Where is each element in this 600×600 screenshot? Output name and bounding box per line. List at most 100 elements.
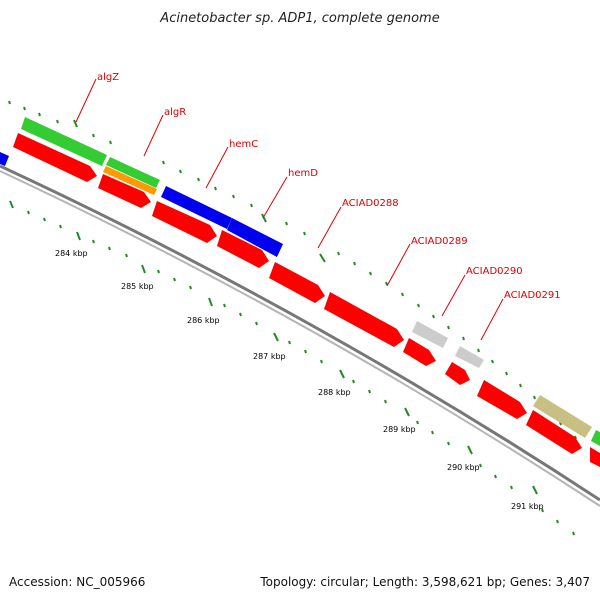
gene-olive[interactable]: [533, 395, 592, 438]
gene-hemD[interactable]: [227, 218, 283, 257]
gene-green-edge[interactable]: [591, 430, 600, 446]
outer-tick-major: [319, 253, 326, 263]
inner-tick: [510, 485, 513, 490]
outer-tick: [401, 292, 404, 297]
inner-tick-major: [404, 407, 410, 417]
outer-tick: [462, 336, 465, 341]
outer-tick: [92, 133, 95, 138]
gene-red[interactable]: [590, 447, 600, 467]
callout-line: [143, 114, 164, 157]
gene-label-hemC[interactable]: hemC: [229, 139, 258, 150]
outer-tick: [285, 221, 288, 226]
gene-algZ[interactable]: [21, 117, 107, 166]
callout-line: [480, 298, 504, 341]
outer-tick: [38, 112, 41, 117]
outer-tick: [23, 106, 26, 111]
gene-red[interactable]: [526, 410, 582, 454]
inner-tick: [157, 269, 160, 274]
outer-tick: [197, 177, 200, 182]
gene-label-algR[interactable]: algR: [164, 107, 186, 118]
outer-tick-ring: [8, 100, 577, 440]
gene-red[interactable]: [324, 292, 404, 347]
inner-tick: [125, 253, 128, 258]
inner-tick: [556, 519, 559, 524]
gene-label-ACIAD0291[interactable]: ACIAD0291: [504, 290, 561, 301]
gene-red[interactable]: [445, 362, 470, 385]
tick-label: 288 kbp: [318, 388, 351, 397]
inner-tick: [479, 463, 482, 468]
backbone-line-shadow: [0, 170, 600, 507]
outer-tick: [477, 348, 480, 353]
tick-label: 291 kbp: [511, 502, 544, 511]
inner-tick-major: [273, 332, 279, 342]
gene-red[interactable]: [98, 174, 151, 208]
gene-algR-orange[interactable]: [103, 166, 157, 195]
inner-tick: [320, 359, 323, 364]
tick-label: 290 kbp: [447, 463, 480, 472]
outer-tick: [505, 371, 508, 376]
tick-label: 286 kbp: [187, 316, 220, 325]
inner-tick-major: [141, 264, 146, 274]
outer-tick: [417, 303, 420, 308]
gene-red[interactable]: [152, 201, 217, 243]
outer-tick: [369, 271, 372, 276]
outer-tick: [8, 100, 11, 105]
forward-strand-genes: [0, 117, 600, 446]
gene-label-hemD[interactable]: hemD: [288, 168, 318, 179]
outer-tick: [162, 160, 165, 165]
inner-tick-major: [76, 231, 81, 241]
gene-label-ACIAD0288[interactable]: ACIAD0288: [342, 198, 399, 209]
gene-red[interactable]: [217, 230, 269, 268]
outer-tick: [447, 325, 450, 330]
inner-tick: [368, 389, 371, 394]
inner-tick: [27, 210, 30, 215]
inner-tick: [494, 474, 497, 479]
genome-backbone: [0, 164, 600, 507]
gene-red[interactable]: [13, 133, 97, 182]
outer-tick: [337, 251, 340, 256]
inner-tick: [384, 399, 387, 404]
inner-tick: [541, 508, 544, 513]
gene-red[interactable]: [269, 262, 325, 303]
inner-tick: [288, 340, 291, 345]
gene-ACIAD0290[interactable]: [412, 321, 448, 348]
genome-summary-text: Topology: circular; Length: 3,598,621 bp…: [259, 575, 590, 589]
inner-tick: [447, 441, 450, 446]
gene-red[interactable]: [403, 338, 436, 366]
gene-algR-green[interactable]: [106, 157, 160, 188]
inner-tick: [92, 239, 95, 244]
outer-tick: [491, 359, 494, 364]
tick-label: 289 kbp: [383, 425, 416, 434]
inner-tick: [108, 246, 111, 251]
outer-tick: [179, 169, 182, 174]
reverse-strand-genes: [13, 133, 600, 467]
outer-tick: [385, 281, 388, 286]
gene-hemC[interactable]: [161, 186, 232, 229]
inner-tick: [223, 303, 226, 308]
outer-tick: [250, 203, 253, 208]
outer-tick: [214, 186, 217, 191]
outer-tick: [353, 261, 356, 266]
gene-label-algZ[interactable]: algZ: [97, 72, 119, 83]
inner-tick: [173, 277, 176, 282]
inner-tick: [189, 285, 192, 290]
gene-ACIAD0291[interactable]: [455, 346, 484, 368]
gene-blue[interactable]: [0, 152, 9, 166]
gene-callouts: algZ algR hemC hemD ACIAD0288 ACIAD0289 …: [75, 72, 561, 341]
inner-tick: [43, 217, 46, 222]
inner-tick: [255, 321, 258, 326]
inner-tick: [416, 420, 419, 425]
callout-line: [317, 206, 342, 249]
gene-label-ACIAD0289[interactable]: ACIAD0289: [411, 236, 468, 247]
gene-red[interactable]: [477, 380, 527, 419]
callout-line: [205, 146, 229, 189]
gene-label-ACIAD0290[interactable]: ACIAD0290: [466, 266, 523, 277]
inner-tick-major: [532, 485, 538, 495]
inner-tick-major: [208, 297, 213, 307]
inner-tick: [304, 349, 307, 354]
inner-tick: [431, 430, 434, 435]
inner-tick: [352, 379, 355, 384]
tick-labels: 284 kbp 285 kbp 286 kbp 287 kbp 288 kbp …: [55, 249, 544, 511]
tick-label: 285 kbp: [121, 282, 154, 291]
